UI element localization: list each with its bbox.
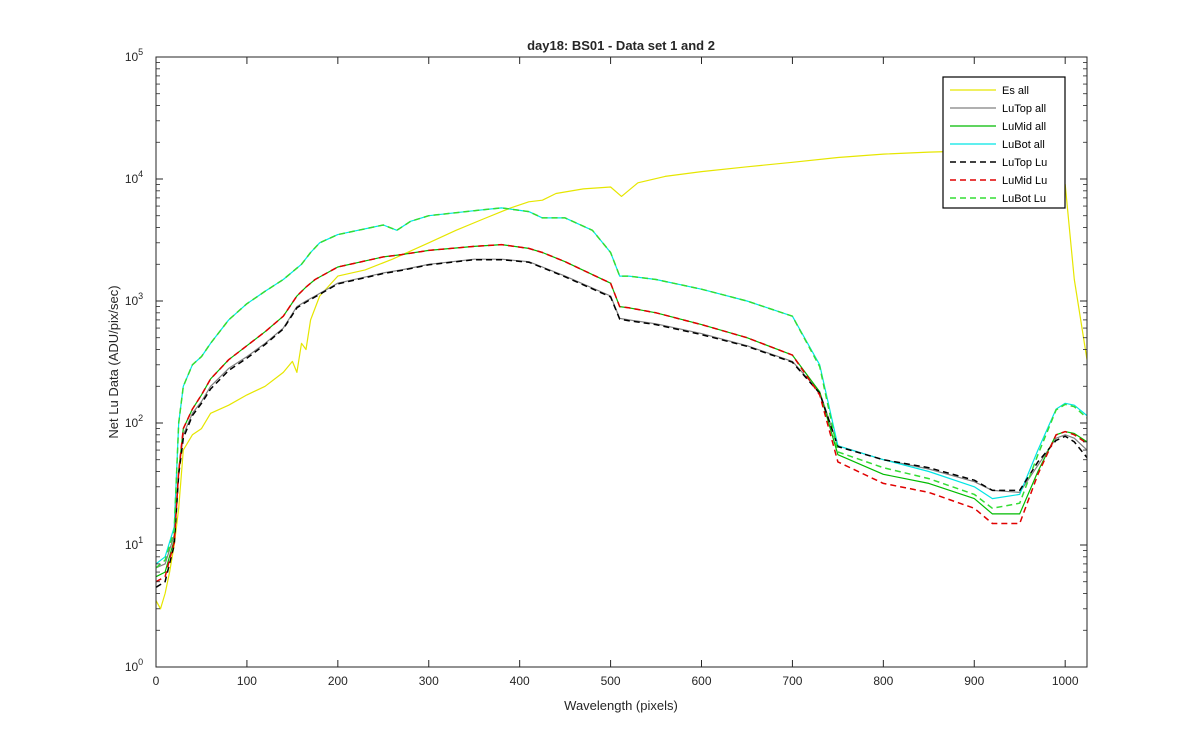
x-tick-label-5: 500 [601,674,621,688]
y-tick-label-3: 103 [125,291,143,308]
legend-label-4: LuTop Lu [1002,157,1047,169]
y-tick-label-4: 104 [125,169,143,186]
y-tick-label-2: 102 [125,413,143,430]
legend-box [942,76,1066,209]
legend-label-2: LuMid all [1002,121,1046,133]
y-tick-label-0: 100 [125,657,143,674]
legend-items: Es all LuTop all LuMid all LuBot all LuTop L… [950,85,1047,205]
legend-label-3: LuBot all [1002,139,1045,151]
plot-area: 0 100 200 300 400 500 600 700 800 900 1000 100 101 10… [125,47,1088,688]
x-tick-label-4: 400 [510,674,530,688]
chart-title: day18: BS01 - Data set 1 and 2 [527,38,715,53]
legend: Es all LuTop all LuMid all LuBot all LuTop L… [942,76,1066,209]
legend-label-5: LuMid Lu [1002,175,1047,187]
x-tick-label-6: 600 [691,674,711,688]
x-tick-label-1: 100 [237,674,257,688]
ticks-group: 0 100 200 300 400 500 600 700 800 900 1000 100 101 10… [125,47,1087,688]
legend-label-1: LuTop all [1002,103,1046,115]
x-tick-label-7: 700 [782,674,802,688]
plot-background [156,57,1087,667]
x-tick-label-8: 800 [873,674,893,688]
series-line-0 [156,148,1087,610]
series-line-4 [156,258,1087,588]
series-line-5 [156,243,1087,583]
x-tick-label-2: 200 [328,674,348,688]
series-group [156,148,1087,610]
x-tick-label-0: 0 [153,674,160,688]
series-line-6 [156,207,1087,569]
x-tick-label-10: 1000 [1052,674,1079,688]
x-tick-label-9: 900 [964,674,984,688]
y-tick-label-5: 105 [125,47,143,64]
x-axis-label: Wavelength (pixels) [564,698,678,713]
legend-label-0: Es all [1002,85,1029,97]
x-tick-label-3: 300 [419,674,439,688]
y-axis-label: Net Lu Data (ADU/pix/sec) [106,285,121,438]
legend-label-6: LuBot Lu [1002,193,1046,205]
plot-frame [155,56,1088,668]
y-tick-label-1: 101 [125,535,143,552]
